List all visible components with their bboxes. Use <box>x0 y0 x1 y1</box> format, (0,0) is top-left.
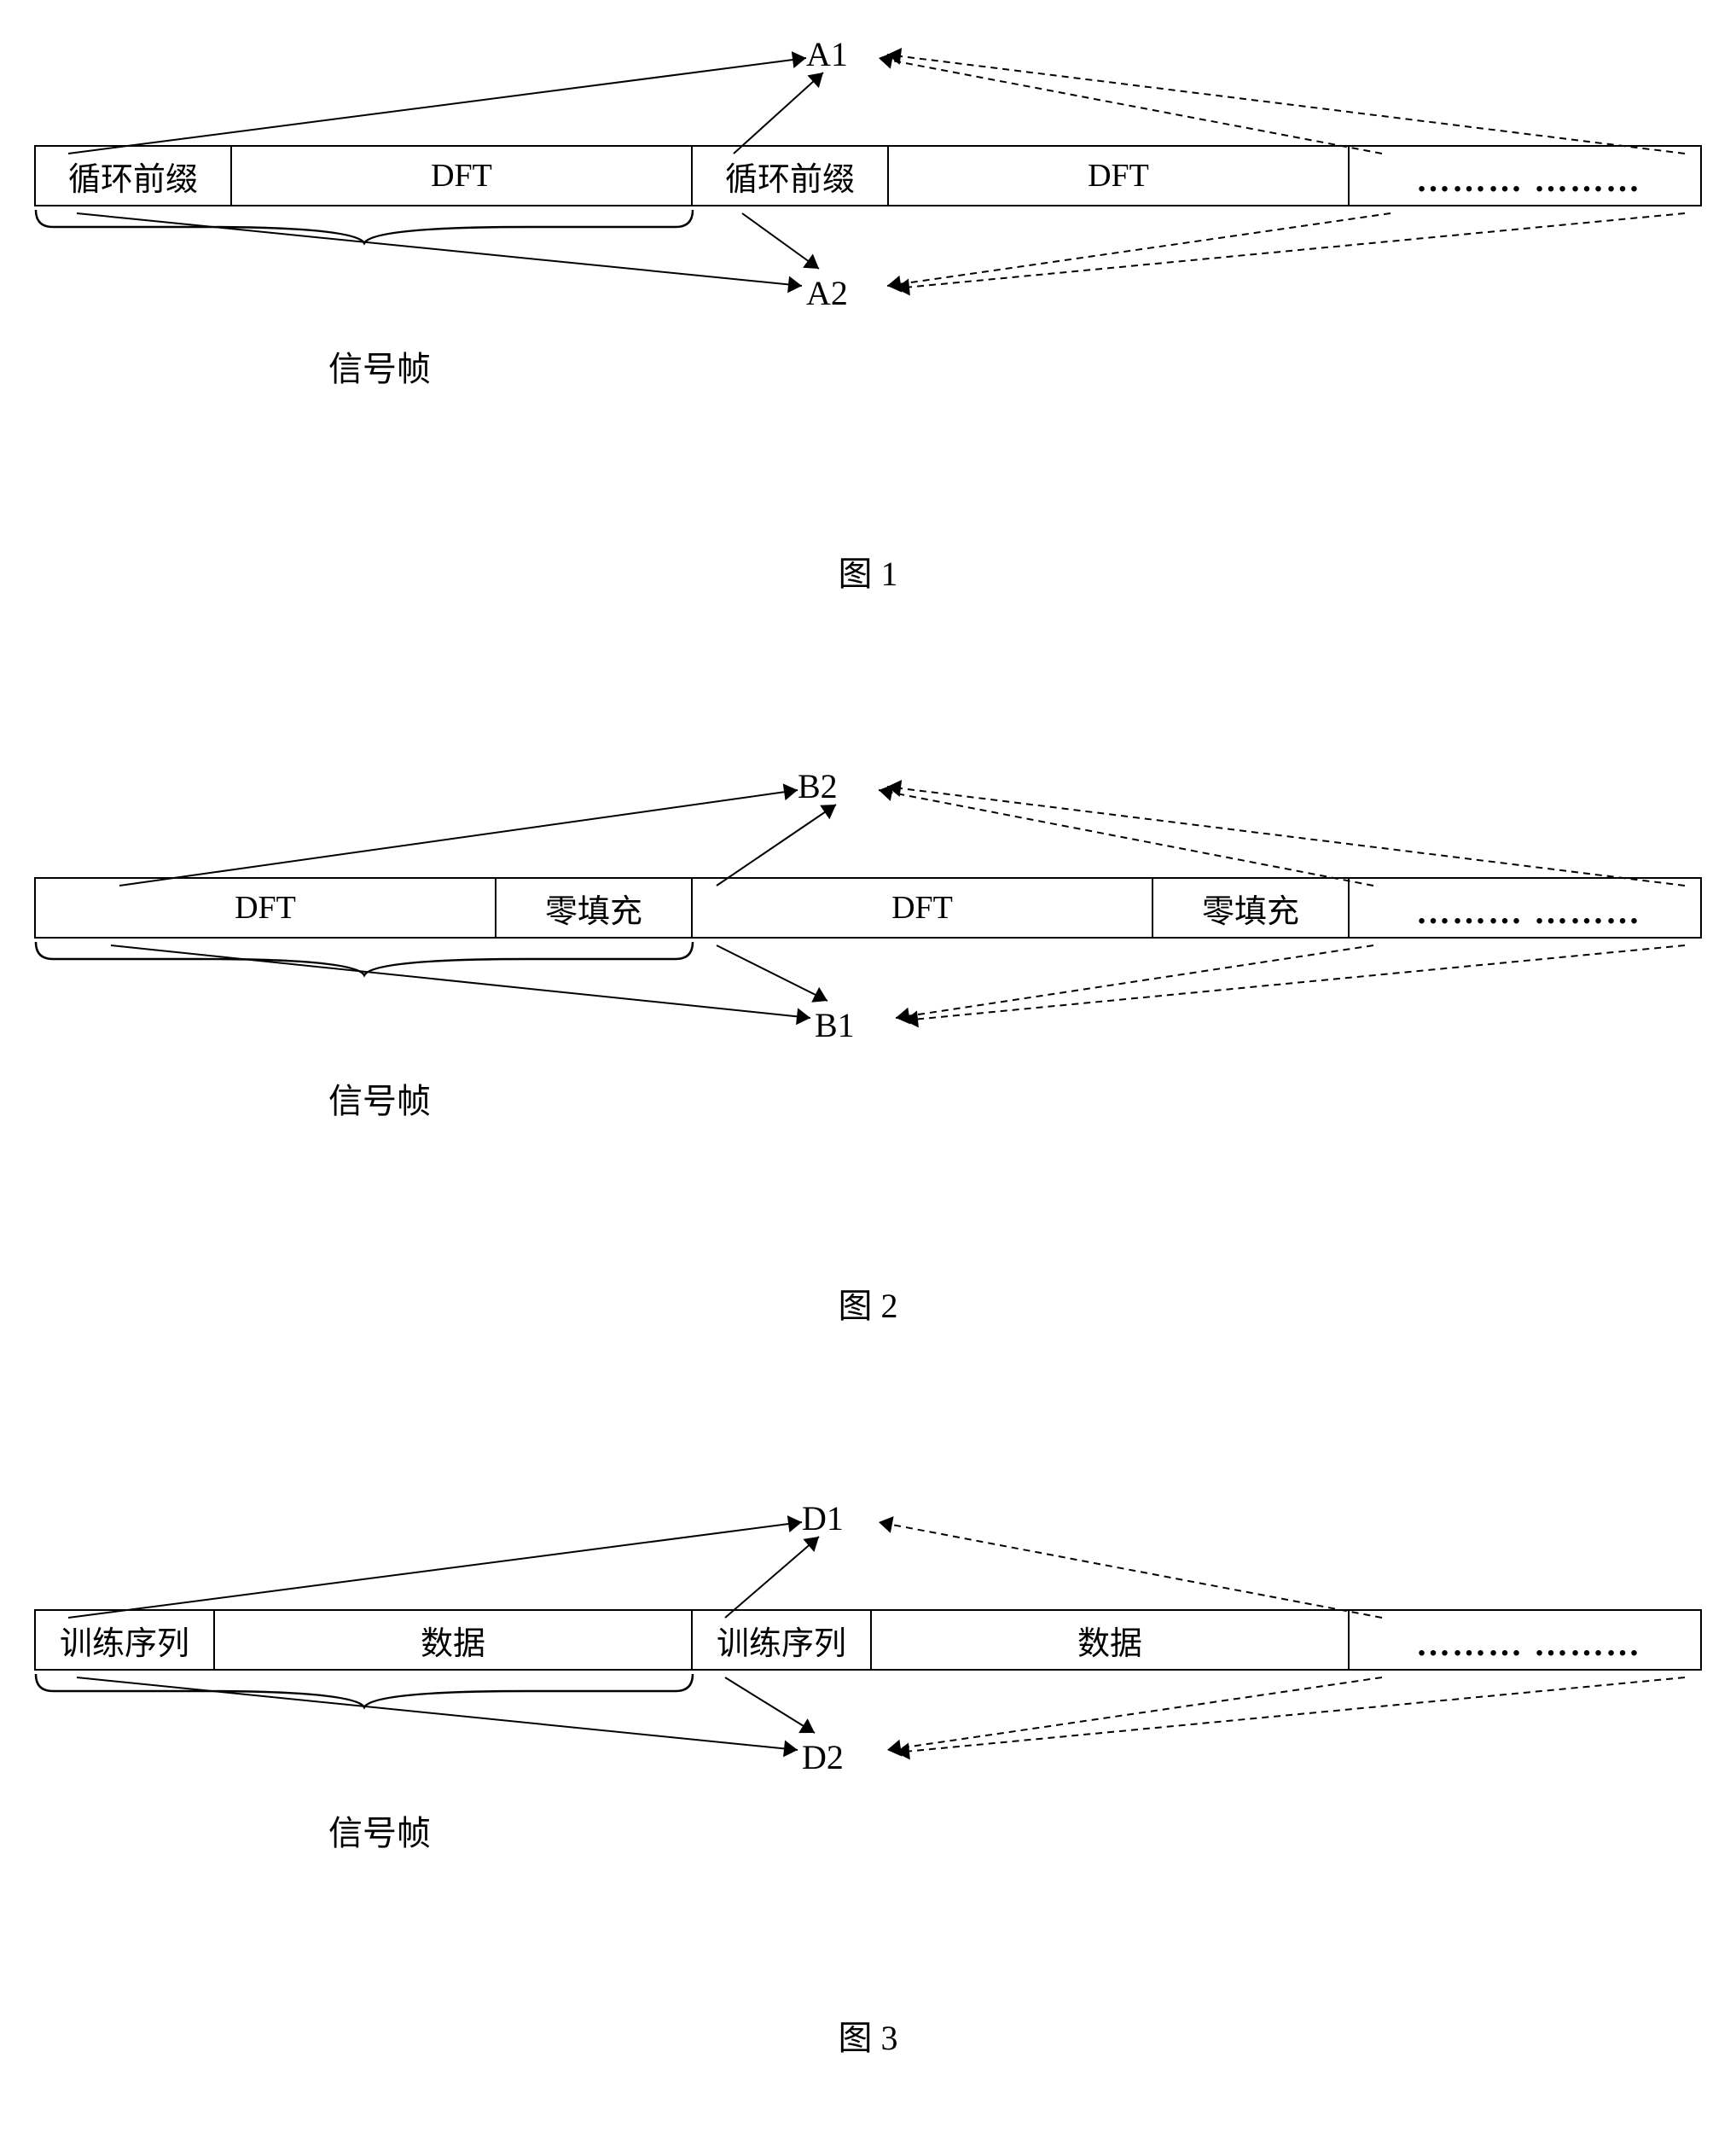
continuation-cell: ……… ……… <box>1350 147 1708 205</box>
frame-cell: DFT <box>889 147 1350 205</box>
frame-cell: DFT <box>232 147 693 205</box>
continuation-cell: ……… ……… <box>1350 879 1708 937</box>
arrows-overlay <box>17 34 1719 392</box>
bottom-annotation-label: B1 <box>815 1005 855 1045</box>
fig1: A1循环前缀DFT循环前缀DFT……… ………A2信号帧图 1 <box>17 34 1719 596</box>
frame-cell: 循环前缀 <box>693 147 889 205</box>
frame-row: 循环前缀DFT循环前缀DFT……… ……… <box>34 145 1702 206</box>
frame-cell: 循环前缀 <box>36 147 232 205</box>
frame-cell: 数据 <box>215 1611 693 1669</box>
fig3: D1训练序列数据训练序列数据……… ………D2信号帧图 3 <box>17 1498 1719 2060</box>
bottom-annotation-label: A2 <box>806 273 848 313</box>
bottom-annotation-label: D2 <box>802 1737 844 1777</box>
arrows-overlay <box>17 1498 1719 1857</box>
top-annotation-label: D1 <box>802 1498 844 1538</box>
figure-caption: 图 2 <box>17 1278 1719 1328</box>
figure-caption: 图 1 <box>17 546 1719 596</box>
frame-label: 信号帧 <box>328 1805 431 1855</box>
continuation-cell: ……… ……… <box>1350 1611 1708 1669</box>
diagram-area: B2DFT零填充DFT零填充……… ………B1信号帧 <box>17 766 1719 1125</box>
diagram-area: D1训练序列数据训练序列数据……… ………D2信号帧 <box>17 1498 1719 1857</box>
figure-caption: 图 3 <box>17 2010 1719 2060</box>
frame-label: 信号帧 <box>328 341 431 391</box>
arrows-overlay <box>17 766 1719 1125</box>
frame-cell: 训练序列 <box>693 1611 872 1669</box>
frame-cell: 数据 <box>872 1611 1350 1669</box>
frame-cell: DFT <box>693 879 1153 937</box>
frame-cell: 训练序列 <box>36 1611 215 1669</box>
frame-row: DFT零填充DFT零填充……… ……… <box>34 877 1702 939</box>
frame-cell: DFT <box>36 879 496 937</box>
frame-cell: 零填充 <box>496 879 693 937</box>
frame-cell: 零填充 <box>1153 879 1350 937</box>
diagram-area: A1循环前缀DFT循环前缀DFT……… ………A2信号帧 <box>17 34 1719 392</box>
top-annotation-label: B2 <box>798 766 838 806</box>
top-annotation-label: A1 <box>806 34 848 74</box>
fig2: B2DFT零填充DFT零填充……… ………B1信号帧图 2 <box>17 766 1719 1328</box>
frame-label: 信号帧 <box>328 1073 431 1123</box>
frame-row: 训练序列数据训练序列数据……… ……… <box>34 1609 1702 1671</box>
